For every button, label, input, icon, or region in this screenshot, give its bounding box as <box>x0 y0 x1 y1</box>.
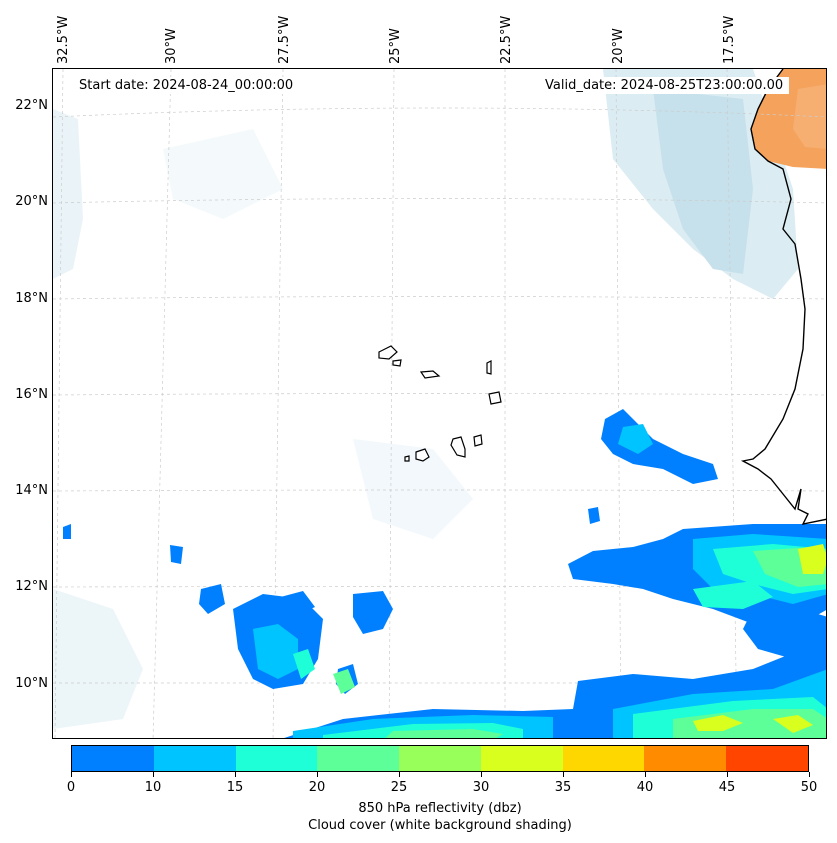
colorbar-tick <box>563 772 564 777</box>
gridlines <box>53 69 826 738</box>
colorbar-segment-3 <box>317 746 400 771</box>
lat-label-22n: 22°N <box>15 98 48 113</box>
colorbar-tick <box>399 772 400 777</box>
lat-label-18n: 18°N <box>15 291 48 306</box>
reflectivity-light-blue <box>253 424 826 738</box>
lon-label-22-5w: 22.5°W <box>499 15 514 64</box>
colorbar-segment-1 <box>153 746 236 771</box>
colorbar-segment-8 <box>726 746 809 771</box>
colorbar-tick <box>317 772 318 777</box>
colorbar-tick-label: 10 <box>144 780 162 795</box>
lon-label-20w: 20°W <box>611 28 626 64</box>
colorbar-segment-4 <box>399 746 481 771</box>
colorbar-label-cloud-cover: Cloud cover (white background shading) <box>308 818 572 833</box>
colorbar-tick-label: 20 <box>308 780 326 795</box>
colorbar-tick <box>153 772 154 777</box>
lon-label-32-5w: 32.5°W <box>56 15 71 64</box>
colorbar-segment-5 <box>480 746 563 771</box>
colorbar-tick-label: 50 <box>800 780 818 795</box>
colorbar-segment-6 <box>562 746 645 771</box>
valid-date-label: Valid_date: 2024-08-25T23:00:00.00 <box>539 77 790 94</box>
lon-label-25w: 25°W <box>388 28 403 64</box>
start-date-label: Start date: 2024-08-24_00:00:00 <box>73 77 300 94</box>
colorbar-segment-0 <box>72 746 154 771</box>
colorbar-tick-label: 40 <box>636 780 654 795</box>
colorbar-tick <box>809 772 810 777</box>
colorbar-tick-label: 15 <box>226 780 244 795</box>
colorbar-tick <box>727 772 728 777</box>
lon-label-17-5w: 17.5°W <box>722 15 737 64</box>
colorbar-segment-2 <box>235 746 318 771</box>
colorbar-tick <box>235 772 236 777</box>
colorbar-label-reflectivity: 850 hPa reflectivity (dbz) <box>358 801 522 816</box>
lat-label-12n: 12°N <box>15 579 48 594</box>
map-canvas <box>53 69 826 738</box>
map-area <box>52 68 827 739</box>
colorbar-tick <box>481 772 482 777</box>
colorbar-tick-label: 35 <box>554 780 572 795</box>
cloud-cover-shading <box>53 69 798 729</box>
colorbar-tick-label: 0 <box>66 780 76 795</box>
lat-label-20n: 20°N <box>15 194 48 209</box>
colorbar <box>71 745 809 772</box>
lat-label-10n: 10°N <box>15 676 48 691</box>
colorbar-tick <box>71 772 72 777</box>
lat-label-16n: 16°N <box>15 387 48 402</box>
colorbar-tick <box>645 772 646 777</box>
colorbar-tick-label: 30 <box>472 780 490 795</box>
cape-verde-islands <box>378 345 502 462</box>
colorbar-tick-label: 25 <box>390 780 408 795</box>
lat-label-14n: 14°N <box>15 483 48 498</box>
colorbar-segment-7 <box>644 746 727 771</box>
reflectivity-yellow-green <box>693 544 826 733</box>
colorbar-tick-label: 45 <box>718 780 736 795</box>
africa-coastline <box>740 69 826 525</box>
lon-label-30w: 30°W <box>164 28 179 64</box>
lon-label-27-5w: 27.5°W <box>277 15 292 64</box>
